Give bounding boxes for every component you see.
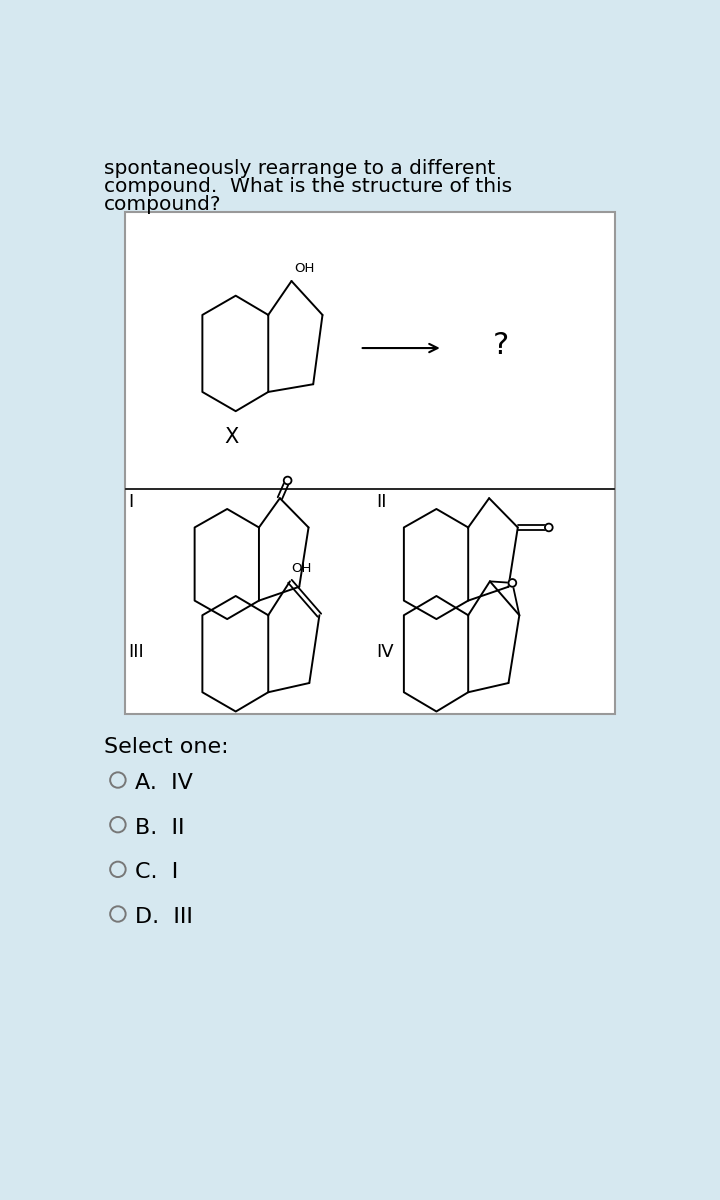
Circle shape [110, 773, 126, 787]
Circle shape [110, 817, 126, 833]
Text: B.  II: B. II [135, 817, 184, 838]
Bar [125, 211, 616, 714]
Text: spontaneously rearrange to a different: spontaneously rearrange to a different [104, 160, 495, 179]
Text: OH: OH [294, 262, 314, 275]
Circle shape [284, 476, 292, 485]
Text: A.  IV: A. IV [135, 773, 193, 793]
Circle shape [545, 523, 553, 532]
Circle shape [508, 580, 516, 587]
Circle shape [110, 862, 126, 877]
Text: I: I [129, 493, 134, 511]
Text: X: X [225, 427, 239, 448]
Text: III: III [129, 643, 145, 661]
Text: C.  I: C. I [135, 863, 179, 882]
Text: compound?: compound? [104, 194, 222, 214]
Text: D.  III: D. III [135, 907, 193, 928]
Text: II: II [377, 493, 387, 511]
Text: ?: ? [492, 331, 509, 360]
Text: Select one:: Select one: [104, 737, 228, 757]
Text: IV: IV [377, 643, 395, 661]
Text: OH: OH [292, 562, 312, 575]
Text: compound.  What is the structure of this: compound. What is the structure of this [104, 178, 512, 196]
Circle shape [110, 906, 126, 922]
